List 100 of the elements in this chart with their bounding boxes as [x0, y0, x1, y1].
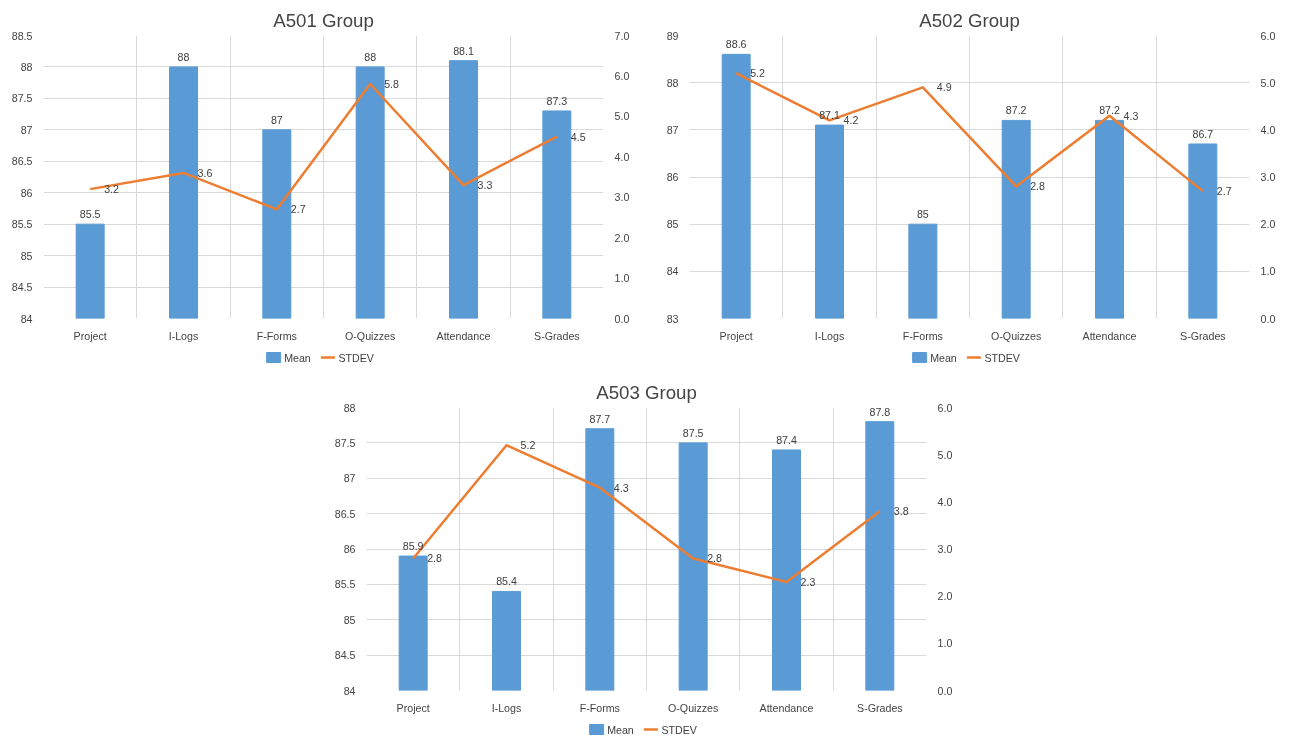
- x-tick-label: F-Forms: [256, 329, 297, 342]
- y-tick-label: 85.5: [11, 218, 33, 231]
- data-label: 88.6: [725, 38, 747, 51]
- y2-tick-label: 1.0: [1260, 265, 1276, 278]
- y2-tick-label: 0.0: [614, 312, 630, 325]
- legend-label: STDEV: [984, 351, 1021, 364]
- y-tick-label: 87: [666, 123, 679, 136]
- y2-tick-label: 4.0: [1260, 123, 1276, 136]
- data-label: 5.8: [384, 78, 400, 91]
- y-tick-label: 86: [20, 186, 33, 199]
- data-label: 2.8: [707, 552, 723, 565]
- data-label: 87.7: [589, 412, 611, 425]
- x-tick-label: S-Grades: [1180, 329, 1226, 342]
- legend-label: STDEV: [661, 723, 698, 736]
- data-label: 5.2: [520, 439, 536, 452]
- x-tick-label: I-Logs: [491, 701, 522, 714]
- data-label: 87: [270, 113, 283, 126]
- y2-tick-label: 6.0: [1260, 29, 1276, 42]
- x-tick-label: Attendance: [1082, 329, 1137, 342]
- x-tick-label: Attendance: [436, 329, 491, 342]
- y2-tick-label: 5.0: [614, 110, 630, 123]
- chart-title: A503 Group: [596, 381, 697, 403]
- y-tick-label: 86: [666, 171, 679, 183]
- y2-tick-label: 0.0: [937, 684, 953, 697]
- y-tick-label: 84: [343, 684, 356, 697]
- y-tick-label: 88: [20, 60, 33, 73]
- y2-tick-label: 4.0: [614, 150, 630, 163]
- x-tick-label: O-Quizzes: [991, 329, 1042, 342]
- y-tick-label: 87: [343, 472, 356, 485]
- y-tick-label: 84.5: [334, 649, 356, 662]
- data-label: 87.4: [776, 433, 797, 446]
- y-tick-label: 86.5: [11, 155, 33, 168]
- chart-title: A501 Group: [273, 9, 374, 31]
- data-label: 3.8: [893, 505, 909, 518]
- x-tick-label: S-Grades: [857, 701, 903, 714]
- data-label: 85.4: [496, 575, 517, 588]
- x-tick-label: Project: [719, 329, 753, 342]
- y-tick-label: 87.5: [334, 436, 356, 449]
- y-tick-label: 85: [20, 249, 33, 262]
- data-label: 87.5: [682, 426, 704, 439]
- x-tick-label: I-Logs: [168, 329, 199, 342]
- legend-label: Mean: [930, 351, 957, 364]
- y2-tick-label: 6.0: [937, 401, 953, 414]
- y-tick-label: 86.5: [334, 507, 356, 520]
- y-tick-label: 86: [343, 543, 356, 555]
- y-tick-label: 87.5: [11, 92, 33, 105]
- data-label: 2.3: [800, 576, 816, 589]
- x-tick-label: I-Logs: [814, 329, 845, 342]
- data-label: 4.2: [843, 114, 859, 127]
- chart-title: A502 Group: [919, 9, 1020, 31]
- y2-tick-label: 3.0: [1260, 171, 1276, 183]
- y-tick-label: 84.5: [11, 281, 33, 294]
- x-tick-label: Project: [73, 329, 107, 342]
- x-tick-label: Project: [396, 701, 430, 714]
- data-label: 4.5: [570, 130, 586, 143]
- y2-tick-label: 3.0: [614, 191, 630, 204]
- y-tick-label: 88: [343, 401, 356, 414]
- data-label: 85.5: [79, 208, 101, 221]
- y2-tick-label: 6.0: [614, 69, 630, 82]
- data-label: 87.2: [1005, 104, 1027, 117]
- data-label: 3.3: [477, 179, 493, 192]
- data-label: 87.8: [869, 405, 891, 418]
- data-label: 88: [364, 50, 377, 63]
- data-label: 87.2: [1099, 104, 1120, 117]
- y2-tick-label: 1.0: [937, 637, 953, 650]
- x-tick-label: O-Quizzes: [345, 329, 396, 342]
- data-label: 88: [177, 50, 190, 63]
- y2-tick-label: 2.0: [937, 590, 953, 603]
- data-label: 3.6: [197, 166, 213, 179]
- x-tick-label: O-Quizzes: [668, 701, 719, 714]
- y-tick-label: 85.5: [334, 578, 356, 591]
- y-tick-label: 85: [666, 218, 679, 231]
- y-tick-label: 83: [666, 312, 679, 325]
- y-tick-label: 89: [666, 29, 679, 42]
- legend-label: Mean: [607, 723, 634, 736]
- y-tick-label: 88.5: [11, 29, 33, 42]
- y-tick-label: 84: [20, 312, 33, 325]
- data-label: 5.2: [750, 67, 766, 80]
- y2-tick-label: 2.0: [1260, 218, 1276, 231]
- y2-tick-label: 5.0: [1260, 76, 1276, 89]
- data-label: 85.9: [402, 540, 424, 553]
- legend-label: STDEV: [338, 351, 375, 364]
- data-label: 87.3: [546, 94, 568, 107]
- y2-tick-label: 3.0: [937, 543, 953, 555]
- data-label: 86.7: [1192, 127, 1214, 140]
- y-tick-label: 84: [666, 265, 679, 278]
- data-label: 4.3: [613, 481, 629, 494]
- y2-tick-label: 7.0: [614, 29, 630, 42]
- y2-tick-label: 5.0: [937, 448, 953, 461]
- y-tick-label: 88: [666, 76, 679, 89]
- data-label: 85: [916, 208, 929, 221]
- y-tick-label: 87: [20, 123, 33, 136]
- data-label: 2.7: [1216, 185, 1232, 198]
- data-label: 2.7: [290, 203, 306, 216]
- data-label: 4.9: [936, 81, 952, 94]
- y2-tick-label: 1.0: [614, 272, 630, 285]
- x-tick-label: Attendance: [759, 701, 814, 714]
- y2-tick-label: 4.0: [937, 495, 953, 508]
- data-label: 88.1: [453, 44, 474, 57]
- x-tick-label: F-Forms: [902, 329, 943, 342]
